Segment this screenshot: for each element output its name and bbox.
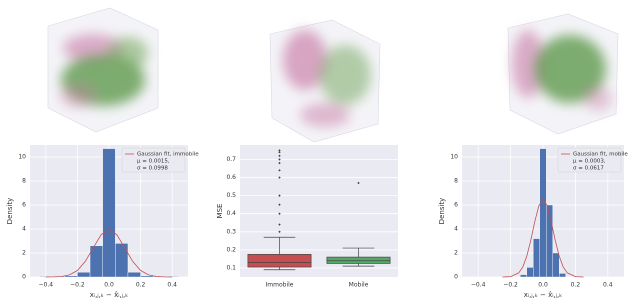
y-tick-label: 8 (22, 178, 26, 185)
x-tick-label: 0.2 (571, 282, 581, 289)
box-body (326, 256, 391, 264)
y-tick-label: 2 (454, 250, 458, 257)
outlier (278, 230, 281, 233)
volume-render (47, 7, 159, 133)
y-tick-label: 4 (454, 226, 458, 233)
y-tick-label: 6 (22, 202, 26, 209)
legend-box (557, 147, 622, 173)
histogram-bar (127, 272, 141, 278)
annotation: μ = 0.0003, (573, 159, 606, 165)
histogram-bar (526, 267, 534, 278)
outlier (278, 203, 281, 206)
box (326, 181, 391, 267)
x-tick-label: 0.2 (136, 282, 146, 289)
box-body (247, 254, 312, 268)
annotation: μ = 0.0015, (137, 159, 170, 165)
y-tick-label: 10 (450, 154, 458, 161)
x-axis-label: xᵢ,ⱼ,ₖ − x̂ᵢ,ⱼ,ₖ (524, 291, 562, 299)
y-tick-label: 2 (22, 250, 26, 257)
annotation: σ = 0.0998 (137, 166, 168, 172)
outlier (278, 154, 281, 158)
y-tick-label: 0.6 (226, 174, 236, 181)
y-axis-label: Density (438, 198, 446, 225)
histogram-bar (102, 148, 116, 278)
y-tick-label: 0.1 (226, 264, 236, 271)
x-tick-label: 0.0 (538, 282, 548, 289)
histogram-bar (77, 272, 91, 278)
box (247, 149, 312, 271)
volume-render (269, 19, 381, 143)
x-tick-label: Immobile (266, 282, 294, 289)
y-tick-label: 10 (18, 154, 26, 161)
y-tick-label: 0.3 (226, 228, 236, 235)
x-tick-label: −0.2 (503, 282, 518, 289)
legend-label: Gaussian fit, immobile (137, 152, 199, 158)
y-tick-label: 0 (22, 274, 26, 281)
y-tick-label: 0.4 (226, 210, 236, 217)
y-tick-label: 6 (454, 202, 458, 209)
histogram-bar (140, 275, 154, 278)
outlier (278, 158, 281, 161)
outlier (278, 151, 281, 154)
fit-line (45, 228, 173, 278)
y-axis-label: MSE (216, 204, 224, 219)
y-tick-label: 0.5 (226, 192, 236, 199)
x-tick-label: 0.4 (167, 282, 177, 289)
y-tick-label: 0.2 (226, 246, 236, 253)
outlier (278, 161, 281, 165)
y-tick-label: 8 (454, 178, 458, 185)
outlier (278, 212, 281, 215)
histogram-bar (533, 238, 540, 278)
histogram-bar (115, 243, 129, 278)
x-tick-label: 0.0 (104, 282, 114, 289)
x-tick-label: 0.4 (603, 282, 613, 289)
x-axis-label: xᵢ,ⱼ,ₖ − x̂ᵢ,ⱼ,ₖ (90, 291, 128, 299)
fit-line (502, 198, 584, 278)
y-tick-label: 4 (22, 226, 26, 233)
histogram-bar (552, 252, 560, 278)
histogram-bar (559, 273, 566, 278)
legend-label: Gaussian fit, mobile (573, 152, 628, 158)
outlier (357, 181, 360, 185)
x-tick-label: Mobile (349, 282, 369, 289)
outlier (278, 194, 281, 197)
legend-box (121, 147, 186, 173)
outlier (278, 149, 281, 152)
outlier (278, 223, 281, 226)
y-axis-label: Density (6, 198, 14, 225)
volume-render (507, 13, 619, 135)
x-tick-label: −0.4 (471, 282, 486, 289)
histogram-bar (546, 204, 553, 278)
y-tick-label: 0.7 (226, 156, 236, 163)
annotation: σ = 0.0617 (573, 166, 604, 172)
histogram-bar (520, 274, 528, 278)
outlier (278, 176, 281, 179)
histogram-bar (539, 148, 547, 278)
y-tick-label: 0 (454, 274, 458, 281)
x-tick-label: −0.2 (70, 282, 85, 289)
histogram-bar (64, 275, 78, 278)
x-tick-label: −0.4 (39, 282, 54, 289)
outlier (278, 169, 281, 172)
